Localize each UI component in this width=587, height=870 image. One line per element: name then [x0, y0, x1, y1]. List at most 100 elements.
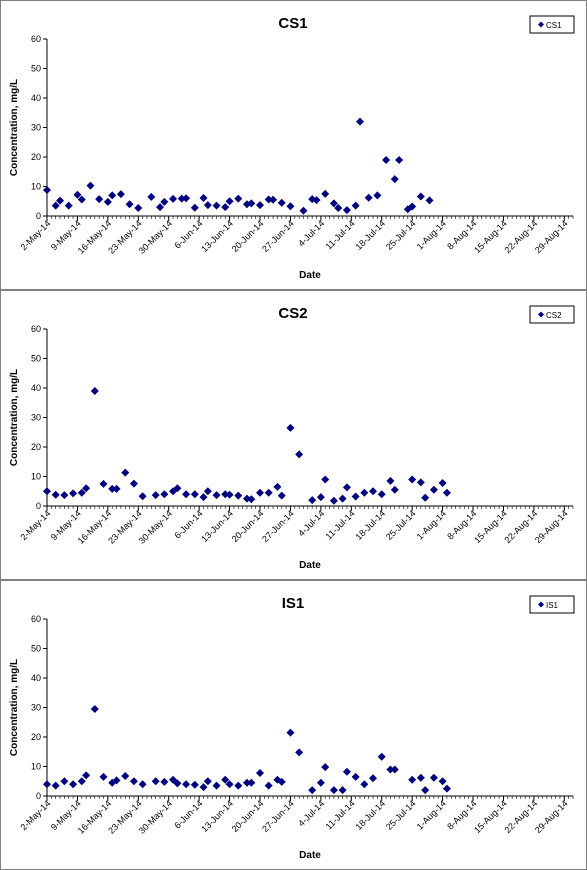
data-point — [308, 786, 317, 795]
data-point — [108, 191, 117, 200]
data-point — [264, 195, 273, 204]
data-point — [129, 479, 138, 488]
data-point — [299, 206, 308, 215]
legend-label: CS2 — [546, 311, 562, 320]
data-point — [169, 194, 178, 203]
data-point — [273, 482, 282, 491]
data-point — [264, 781, 273, 790]
data-point — [395, 155, 404, 164]
legend-marker — [538, 311, 544, 318]
data-point — [86, 181, 95, 190]
chart-svg-2: IS101020304050602-May-149-May-1416-May-1… — [9, 595, 575, 861]
data-point — [316, 493, 325, 502]
x-tick-label: 27-Jun-14 — [260, 218, 296, 254]
data-point — [373, 191, 382, 200]
data-point — [338, 494, 347, 503]
data-point — [382, 155, 391, 164]
y-tick-label: 60 — [31, 34, 41, 44]
legend: CS2 — [529, 305, 575, 324]
data-point — [51, 490, 60, 499]
data-point — [138, 780, 147, 789]
data-point — [234, 491, 243, 500]
data-point — [212, 201, 221, 210]
data-point — [408, 202, 417, 211]
x-tick-label: 2-May-14 — [18, 218, 52, 252]
data-point — [203, 487, 212, 496]
data-point — [225, 780, 234, 789]
data-point — [234, 194, 243, 203]
data-point — [329, 786, 338, 795]
x-tick-label: 25-Jul-14 — [384, 508, 418, 542]
data-point — [342, 767, 351, 776]
data-point — [442, 784, 451, 793]
x-tick-label: 1-Aug-14 — [415, 508, 448, 541]
data-point — [212, 781, 221, 790]
x-tick-label: 29-Aug-14 — [533, 798, 570, 835]
data-point — [386, 476, 395, 485]
data-point — [112, 776, 121, 785]
x-axis-title: Date — [299, 270, 321, 281]
data-point — [103, 197, 112, 206]
data-point — [351, 201, 360, 210]
x-tick-label: 29-Aug-14 — [533, 218, 570, 255]
data-point — [390, 175, 399, 184]
data-point — [82, 771, 91, 780]
chart-svg-1: CS201020304050602-May-149-May-1416-May-1… — [9, 305, 575, 571]
data-point — [286, 423, 295, 432]
y-tick-label: 40 — [31, 673, 41, 683]
x-tick-label: 27-Jun-14 — [260, 508, 296, 544]
data-point — [99, 479, 108, 488]
data-point — [247, 199, 256, 208]
x-tick-label: 1-Aug-14 — [415, 218, 448, 251]
data-point — [438, 777, 447, 786]
y-tick-label: 60 — [31, 614, 41, 624]
x-tick-label: 13-Jun-14 — [199, 508, 235, 544]
data-point — [351, 772, 360, 781]
chart-title: CS1 — [278, 15, 307, 32]
data-point — [203, 201, 212, 210]
data-point — [43, 780, 51, 789]
data-point — [421, 786, 430, 795]
data-point — [342, 483, 351, 492]
x-tick-label: 1-Aug-14 — [415, 798, 448, 831]
legend-box — [529, 305, 575, 324]
data-point — [190, 780, 199, 789]
data-point — [256, 768, 265, 777]
data-point — [277, 491, 286, 500]
data-point — [425, 196, 434, 205]
y-tick-label: 20 — [31, 152, 41, 162]
data-point — [108, 484, 117, 493]
y-tick-label: 20 — [31, 442, 41, 452]
data-point — [329, 496, 338, 505]
x-tick-label: 20-Jun-14 — [230, 508, 266, 544]
data-point — [286, 202, 295, 211]
y-tick-label: 30 — [31, 413, 41, 423]
data-point — [416, 192, 425, 201]
data-point — [286, 728, 295, 737]
data-point — [73, 190, 82, 199]
y-tick-label: 30 — [31, 123, 41, 133]
chart-title: CS2 — [278, 305, 307, 322]
x-tick-label: 29-Aug-14 — [533, 508, 570, 545]
data-point — [173, 779, 182, 788]
data-point — [273, 775, 282, 784]
y-tick-label: 40 — [31, 93, 41, 103]
y-tick-label: 40 — [31, 383, 41, 393]
data-point — [95, 195, 104, 204]
data-point — [51, 201, 60, 210]
y-tick-label: 10 — [31, 472, 41, 482]
data-point — [256, 488, 265, 497]
data-point — [369, 487, 378, 496]
y-tick-label: 10 — [31, 182, 41, 192]
data-point — [169, 775, 178, 784]
x-tick-label: 11-Jul-14 — [324, 798, 357, 831]
data-point — [221, 490, 230, 499]
legend-marker — [538, 21, 544, 28]
y-axis-title: Concentration, mg/L — [9, 369, 20, 466]
y-tick-label: 30 — [31, 703, 41, 713]
y-axis-title: Concentration, mg/L — [9, 659, 20, 756]
chart-svg-0: CS101020304050602-May-149-May-1416-May-1… — [9, 15, 575, 281]
data-point — [342, 206, 351, 215]
data-point — [408, 775, 417, 784]
